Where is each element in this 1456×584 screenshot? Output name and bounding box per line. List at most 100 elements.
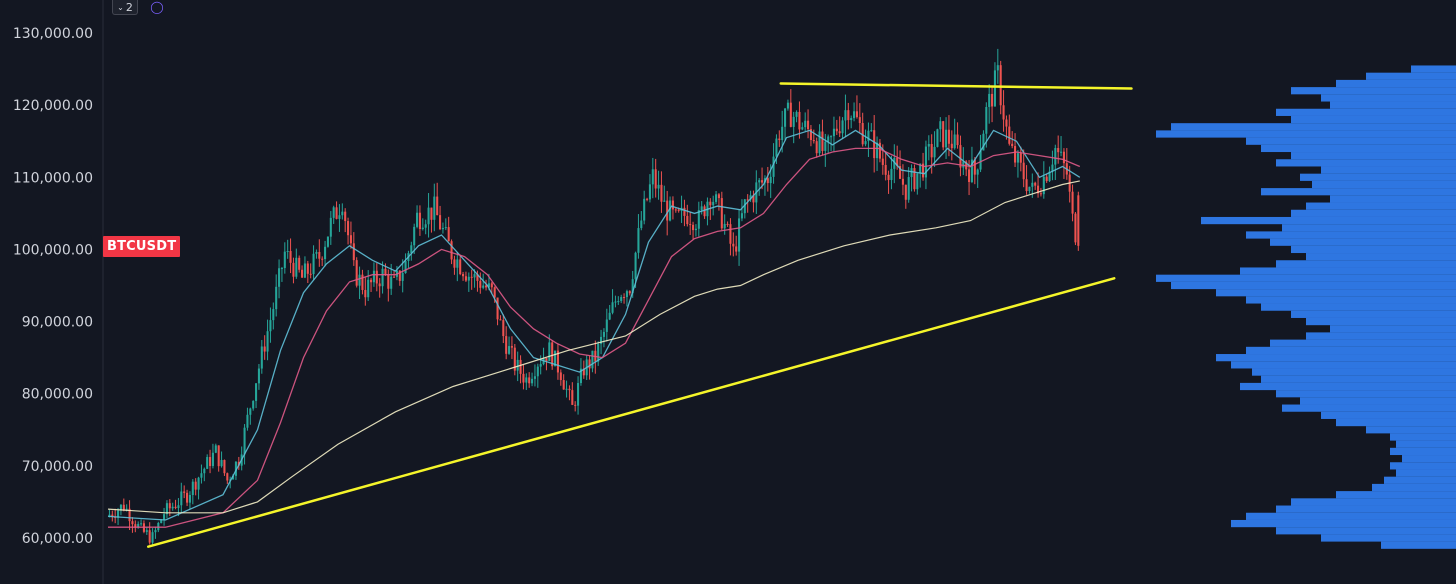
candle-body bbox=[703, 206, 706, 217]
candle-body bbox=[991, 93, 994, 107]
candle-body bbox=[309, 273, 312, 275]
candle-body bbox=[605, 319, 608, 332]
y-tick-label: 100,000.00 bbox=[13, 242, 93, 258]
candle-body bbox=[830, 136, 833, 138]
candle-body bbox=[1039, 193, 1042, 195]
sync-icon[interactable]: ◯ bbox=[150, 0, 164, 14]
resistance-trendline[interactable] bbox=[779, 82, 1133, 90]
candle-body bbox=[838, 131, 841, 134]
candle-body bbox=[919, 163, 922, 174]
candle-body bbox=[421, 227, 424, 229]
y-tick-label: 130,000.00 bbox=[13, 26, 93, 42]
candle-body bbox=[933, 146, 936, 158]
candle-body bbox=[614, 301, 617, 303]
candle-body bbox=[700, 206, 703, 211]
candle-body bbox=[916, 173, 919, 190]
candle-body bbox=[292, 262, 295, 277]
volume-profile-bar bbox=[1396, 469, 1456, 477]
volume-profile-bar bbox=[1390, 462, 1456, 470]
candle-body bbox=[855, 111, 858, 118]
candle-body bbox=[306, 263, 309, 274]
candle-body bbox=[1062, 151, 1065, 164]
candle-body bbox=[761, 180, 764, 183]
candle-body bbox=[804, 120, 807, 128]
candle-body bbox=[341, 211, 344, 216]
candle-body bbox=[209, 457, 212, 467]
candle-body bbox=[818, 131, 821, 154]
support-trendline[interactable] bbox=[147, 277, 1116, 548]
candle-body bbox=[574, 404, 577, 406]
candle-body bbox=[163, 514, 166, 520]
candle-body bbox=[985, 106, 988, 134]
volume-profile-bar bbox=[1306, 317, 1456, 326]
moving-averages bbox=[107, 129, 1081, 528]
candle-body bbox=[758, 180, 761, 183]
candle-body bbox=[531, 378, 534, 384]
candle-body bbox=[111, 514, 114, 517]
candle-body bbox=[973, 159, 976, 175]
candle-body bbox=[519, 359, 522, 374]
candle-body bbox=[393, 276, 396, 278]
candle-body bbox=[899, 166, 902, 179]
candle-body bbox=[510, 346, 513, 348]
volume-profile-bar bbox=[1312, 180, 1456, 189]
candle-body bbox=[1025, 179, 1028, 192]
chevron-down-icon: ⌄ bbox=[117, 2, 124, 12]
candle-body bbox=[809, 129, 812, 140]
volume-profile-bar bbox=[1321, 166, 1456, 174]
volume-profile-bar bbox=[1282, 224, 1456, 232]
candle-body bbox=[1045, 176, 1048, 182]
collapse-indicators-button[interactable]: ⌄ 2 bbox=[112, 0, 138, 15]
candle-body bbox=[663, 200, 666, 202]
candle-body bbox=[671, 200, 674, 210]
candle-body bbox=[545, 358, 548, 362]
candle-body bbox=[968, 169, 971, 182]
volume-profile-bar bbox=[1282, 404, 1456, 412]
candle-body bbox=[352, 243, 355, 261]
candle-body bbox=[335, 207, 338, 219]
volume-profile-bar bbox=[1201, 216, 1456, 225]
candle-body bbox=[1042, 176, 1045, 195]
candle-body bbox=[861, 122, 864, 145]
volume-profile-bar bbox=[1291, 245, 1456, 254]
candle-body bbox=[485, 285, 488, 288]
candle-body bbox=[850, 118, 853, 121]
candle-body bbox=[1022, 162, 1025, 180]
candle-body bbox=[878, 142, 881, 159]
candle-body bbox=[907, 177, 910, 200]
candle-body bbox=[904, 184, 907, 200]
candle-body bbox=[729, 224, 732, 244]
candle-body bbox=[180, 491, 183, 506]
candle-body bbox=[623, 297, 626, 299]
candle-body bbox=[119, 504, 122, 511]
candle-body bbox=[456, 259, 459, 268]
candle-body bbox=[677, 209, 680, 211]
volume-profile-bar bbox=[1171, 123, 1456, 131]
candle-body bbox=[188, 494, 191, 503]
volume-profile-bar bbox=[1276, 108, 1456, 116]
candle-body bbox=[689, 224, 692, 226]
candle-body bbox=[901, 178, 904, 185]
volume-profile-bar bbox=[1291, 209, 1456, 217]
candle-body bbox=[536, 366, 539, 377]
candle-body bbox=[634, 252, 637, 280]
volume-profile-bar bbox=[1321, 94, 1456, 102]
candle-body bbox=[887, 174, 890, 181]
candle-body bbox=[556, 350, 559, 373]
candle-body bbox=[801, 127, 804, 130]
candle-body bbox=[620, 297, 623, 302]
candle-body bbox=[272, 309, 275, 321]
candle-body bbox=[505, 336, 508, 354]
candle-body bbox=[936, 129, 939, 147]
candle-body bbox=[324, 246, 327, 260]
candle-body bbox=[206, 457, 209, 469]
candle-body bbox=[108, 514, 111, 517]
candle-body bbox=[648, 184, 651, 200]
candle-body bbox=[165, 503, 168, 515]
candle-body bbox=[487, 283, 490, 288]
candle-body bbox=[993, 70, 996, 107]
candle-body bbox=[1057, 148, 1060, 153]
candle-body bbox=[266, 331, 269, 352]
